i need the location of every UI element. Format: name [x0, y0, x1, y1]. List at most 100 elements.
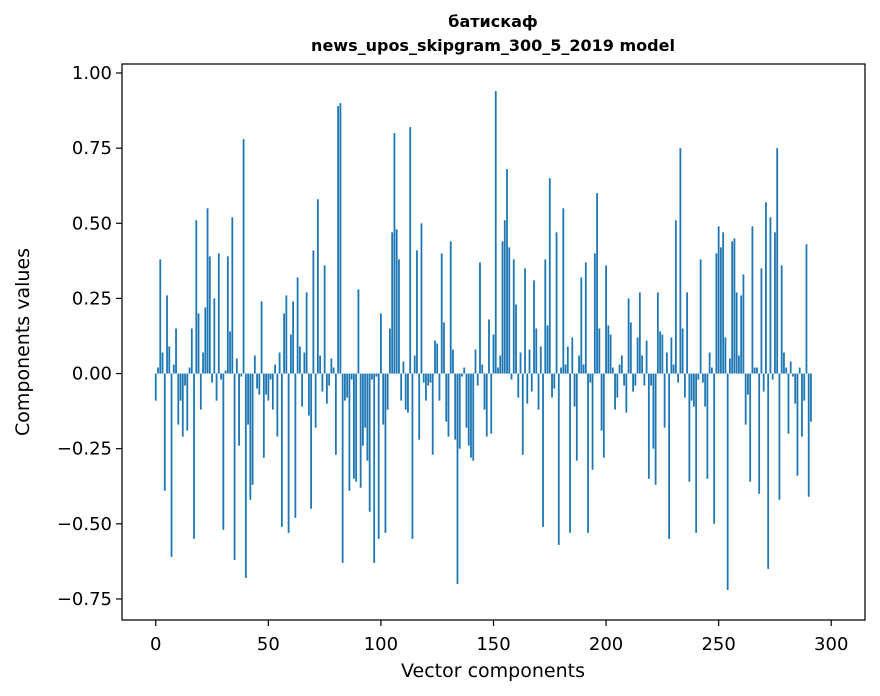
bar: [553, 373, 556, 389]
bar: [517, 373, 520, 398]
bar: [629, 322, 632, 374]
bar: [526, 373, 529, 404]
bar: [625, 373, 628, 413]
bar: [443, 322, 445, 374]
bar: [551, 373, 553, 398]
bar: [481, 364, 484, 374]
bar: [485, 373, 488, 437]
bar: [465, 373, 468, 428]
bar: [190, 328, 193, 374]
bar: [805, 244, 808, 374]
bar: [598, 328, 601, 374]
bar: [208, 256, 211, 374]
bar: [497, 367, 499, 374]
bar: [429, 373, 432, 383]
bar: [488, 319, 490, 374]
bar: [647, 373, 650, 479]
bar: [785, 367, 788, 374]
bar: [521, 373, 524, 455]
x-tick-label: 150: [476, 634, 510, 655]
bar: [607, 325, 610, 374]
bar: [215, 373, 218, 401]
bar: [271, 373, 274, 410]
bar: [249, 373, 252, 500]
bar: [638, 292, 641, 374]
bar: [654, 373, 657, 485]
bar: [765, 202, 767, 374]
bar: [382, 373, 385, 425]
chart-subtitle: news_upos_skipgram_300_5_2019 model: [311, 36, 675, 55]
bar: [440, 253, 443, 374]
bar: [589, 373, 592, 383]
bar: [391, 232, 394, 374]
bar: [792, 373, 794, 377]
bar: [181, 373, 184, 437]
bar: [733, 238, 736, 374]
bar: [578, 355, 580, 374]
bar: [355, 373, 358, 482]
bar: [506, 169, 508, 374]
bar: [425, 373, 427, 401]
bar: [407, 373, 409, 413]
bar: [186, 373, 189, 431]
bar: [542, 373, 544, 527]
bar: [596, 193, 598, 374]
bar: [341, 373, 344, 563]
bar: [411, 373, 414, 539]
bar: [294, 373, 297, 518]
bar: [427, 373, 430, 386]
bar: [166, 295, 168, 374]
bar: [769, 217, 772, 374]
bar: [368, 373, 371, 512]
bar: [715, 253, 718, 374]
bar: [380, 313, 382, 374]
bar: [751, 226, 754, 374]
bar: [726, 373, 729, 590]
bar: [735, 292, 738, 374]
bar: [269, 373, 272, 380]
y-axis-ticks: −0.75 −0.50 −0.25 0.00 0.25 0.50 0.75 1.00: [57, 63, 122, 610]
bar: [447, 373, 450, 437]
bar: [681, 328, 684, 374]
bar: [413, 355, 416, 374]
bars-group: [154, 91, 812, 590]
bar: [409, 127, 412, 374]
bar: [794, 373, 797, 404]
bar: [677, 373, 680, 383]
bar: [620, 355, 623, 374]
bar: [276, 373, 279, 437]
bar: [280, 373, 283, 527]
bar: [389, 328, 391, 374]
bar: [575, 373, 578, 461]
bar: [623, 373, 625, 386]
bar: [199, 373, 202, 410]
bar: [310, 373, 313, 509]
bar: [395, 229, 398, 374]
bar: [711, 367, 713, 374]
bar: [222, 373, 225, 530]
bar: [256, 373, 258, 389]
bar: [235, 358, 238, 374]
bar: [454, 373, 457, 440]
bar: [720, 247, 722, 374]
bar: [722, 232, 725, 374]
bar: [643, 373, 646, 386]
bar: [539, 346, 542, 374]
bar: [206, 208, 209, 374]
x-tick-label: 100: [364, 634, 398, 655]
bar: [330, 358, 333, 374]
bar: [747, 373, 749, 395]
bar: [634, 373, 637, 386]
bar: [663, 373, 666, 428]
bar: [303, 352, 306, 374]
bar: [641, 355, 643, 374]
bar: [798, 367, 801, 374]
bar: [483, 373, 486, 410]
bar: [690, 373, 693, 401]
bar: [636, 337, 639, 374]
bar: [253, 355, 256, 374]
bar: [258, 373, 261, 395]
bar: [656, 292, 659, 374]
bar: [767, 373, 770, 569]
bar: [593, 253, 596, 374]
